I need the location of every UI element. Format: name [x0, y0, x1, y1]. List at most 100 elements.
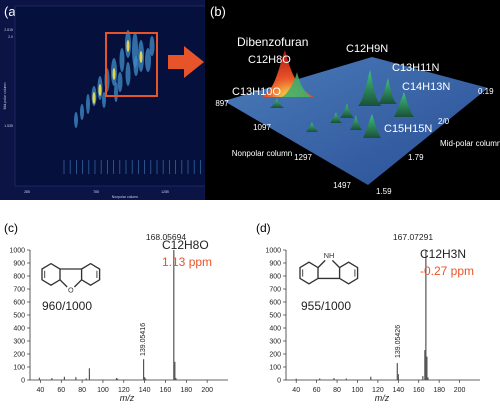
zoom-arrow [168, 46, 204, 78]
peak-small-4 [306, 122, 318, 132]
panel-c-y-tick-label: 600 [13, 300, 25, 307]
panel-c-x-tick-label: 60 [57, 387, 65, 394]
panel-c-y-tick-label: 300 [13, 339, 25, 346]
panel-c-y-tick-label: 100 [13, 365, 25, 372]
panel-c: (c) 0 100 200 300 400 500 600 700 800 900 1000 40 60… [4, 221, 228, 403]
panel-d-x-tick-label: 120 [372, 387, 384, 394]
heatmap-spot [125, 62, 131, 86]
panel-d-y-tick-label: 100 [269, 365, 281, 372]
peak-c15h15n [363, 114, 381, 138]
heatmap-blobs [63, 30, 220, 174]
formula-c13h10o: C13H10O [232, 86, 281, 98]
panel-a-y-tick: 2.815 [4, 28, 13, 32]
peak-c13h10o [270, 98, 284, 108]
panel-d-match-score: 955/1000 [301, 299, 351, 313]
panel-a-y-ticks: 2.815 2.0 1.535 [4, 28, 13, 128]
heatmap-spot [86, 94, 90, 114]
panel-c-y-tick-label: 800 [13, 274, 25, 281]
heatmap-spot [149, 36, 155, 56]
panel-d-axes: 0 100 200 300 400 500 600 700 800 900 1000 40 60 80 10… [265, 248, 480, 394]
formula-c12h8o: C12H8O [248, 54, 291, 66]
panel-d-ppm: -0.27 ppm [420, 264, 474, 278]
panel-c-axes: 0 100 200 300 400 500 600 700 800 900 1000 40 60 80 10… [9, 248, 228, 394]
dibenzofuran-structure: O [41, 262, 101, 294]
panel-c-x-tick-label: 80 [78, 387, 86, 394]
panel-d-x-tick-label: 80 [333, 387, 341, 394]
panel-d-x-tick-label: 200 [454, 387, 466, 394]
panel-b-x-tick: 897 [215, 99, 229, 108]
heatmap-spot [145, 48, 151, 72]
panel-c-y-tick-label: 200 [13, 352, 25, 359]
panel-a-x-tick: 785 [93, 190, 99, 194]
panel-d-y-tick-label: 0 [277, 378, 281, 385]
dibenzofuran-peak [262, 50, 314, 97]
panel-c-y-tick-label: 500 [13, 313, 25, 320]
heatmap-spot [119, 48, 125, 72]
panel-b-x-tick: 1097 [253, 123, 271, 132]
peak-c12h9n [358, 70, 382, 106]
panel-b-y-tick: 0.19 [478, 87, 494, 96]
peak-small-1 [340, 103, 354, 118]
heatmap-hotspot [92, 92, 96, 104]
panel-d-sticks [295, 250, 429, 380]
panel-c-y-tick-label: 700 [13, 287, 25, 294]
panel-b-y-tick: 1.59 [376, 187, 392, 196]
heatmap-spot [114, 82, 118, 102]
panel-b-y-tick: 2/0 [438, 117, 450, 126]
svg-text:O: O [68, 285, 74, 294]
panel-c-y-tick-label: 900 [13, 261, 25, 268]
panel-c-x-tick-label: 120 [118, 387, 130, 394]
panel-a-x-tick: 1285 [161, 190, 169, 194]
panel-a-y-tick: 1.535 [4, 124, 13, 128]
panel-d-x-tick-label: 180 [433, 387, 445, 394]
peak-small-3 [330, 112, 342, 123]
heatmap-hotspot [139, 51, 143, 63]
panel-c-y-tick-label: 1000 [9, 248, 25, 255]
panel-c-label: (c) [4, 221, 18, 235]
panel-c-formula: C12H8O [162, 238, 209, 252]
heatmap-spot [80, 104, 84, 120]
panel-c-x-tick-label: 180 [180, 387, 192, 394]
panel-a-y-axis-label: Mid-polar column [3, 83, 7, 110]
panel-b-y-tick: 1.79 [408, 153, 424, 162]
formula-c14h13n: C14H13N [402, 81, 450, 93]
panel-d-peak-label-167: 167.07291 [393, 232, 433, 242]
panel-c-x-tick-label: 200 [201, 387, 213, 394]
formula-c13h11n: C13H11N [392, 62, 440, 74]
panel-a-x-tick: 285 [24, 190, 30, 194]
heatmap-hotspot [126, 40, 130, 52]
panel-d-peak-label-139: 139.05426 [395, 325, 402, 358]
formula-c15h15n: C15H15N [384, 123, 432, 135]
panel-c-x-tick-label: 100 [97, 387, 109, 394]
panel-d-formula: C12H3N [420, 247, 466, 261]
panel-c-x-tick-label: 40 [37, 387, 45, 394]
nh-label: NH [324, 251, 335, 260]
panel-d-x-tick-label: 100 [352, 387, 364, 394]
panel-d-y-tick-label: 200 [269, 352, 281, 359]
zoom-box [105, 32, 158, 97]
panel-d-y-tick-label: 700 [269, 287, 281, 294]
panel-d-y-tick-label: 600 [269, 300, 281, 307]
panel-d-y-tick-label: 900 [269, 261, 281, 268]
heatmap-spot [117, 72, 123, 92]
panel-b-label: (b) [210, 4, 226, 19]
panel-c-peak-label-168: 168.05694 [146, 232, 186, 242]
peak-c13h11n [378, 78, 397, 104]
panel-c-match-score: 960/1000 [42, 299, 92, 313]
carbazole-structure [299, 259, 359, 285]
panel-c-x-tick-label: 140 [139, 387, 151, 394]
panel-d-y-tick-label: 500 [269, 313, 281, 320]
heatmap-hotspot [112, 68, 116, 80]
panel-a: (a) 285 785 1285 1785 Nonpolar column 2.… [0, 0, 243, 200]
peak-small-2 [350, 115, 362, 130]
panel-a-x-axis-label: Nonpolar column [112, 195, 139, 199]
panel-d: (d) 0 100 200 300 400 500 600 700 800 900 1000 40 60… [256, 221, 480, 403]
panel-c-x-axis-label: m/z [120, 393, 135, 403]
compound-name: Dibenzofuran [237, 35, 308, 49]
panel-d-label: (d) [256, 221, 271, 235]
panel-d-y-tick-label: 300 [269, 339, 281, 346]
peak-c14h13n [394, 92, 414, 117]
panel-d-x-tick-label: 40 [292, 387, 300, 394]
panel-d-y-tick-label: 400 [269, 326, 281, 333]
